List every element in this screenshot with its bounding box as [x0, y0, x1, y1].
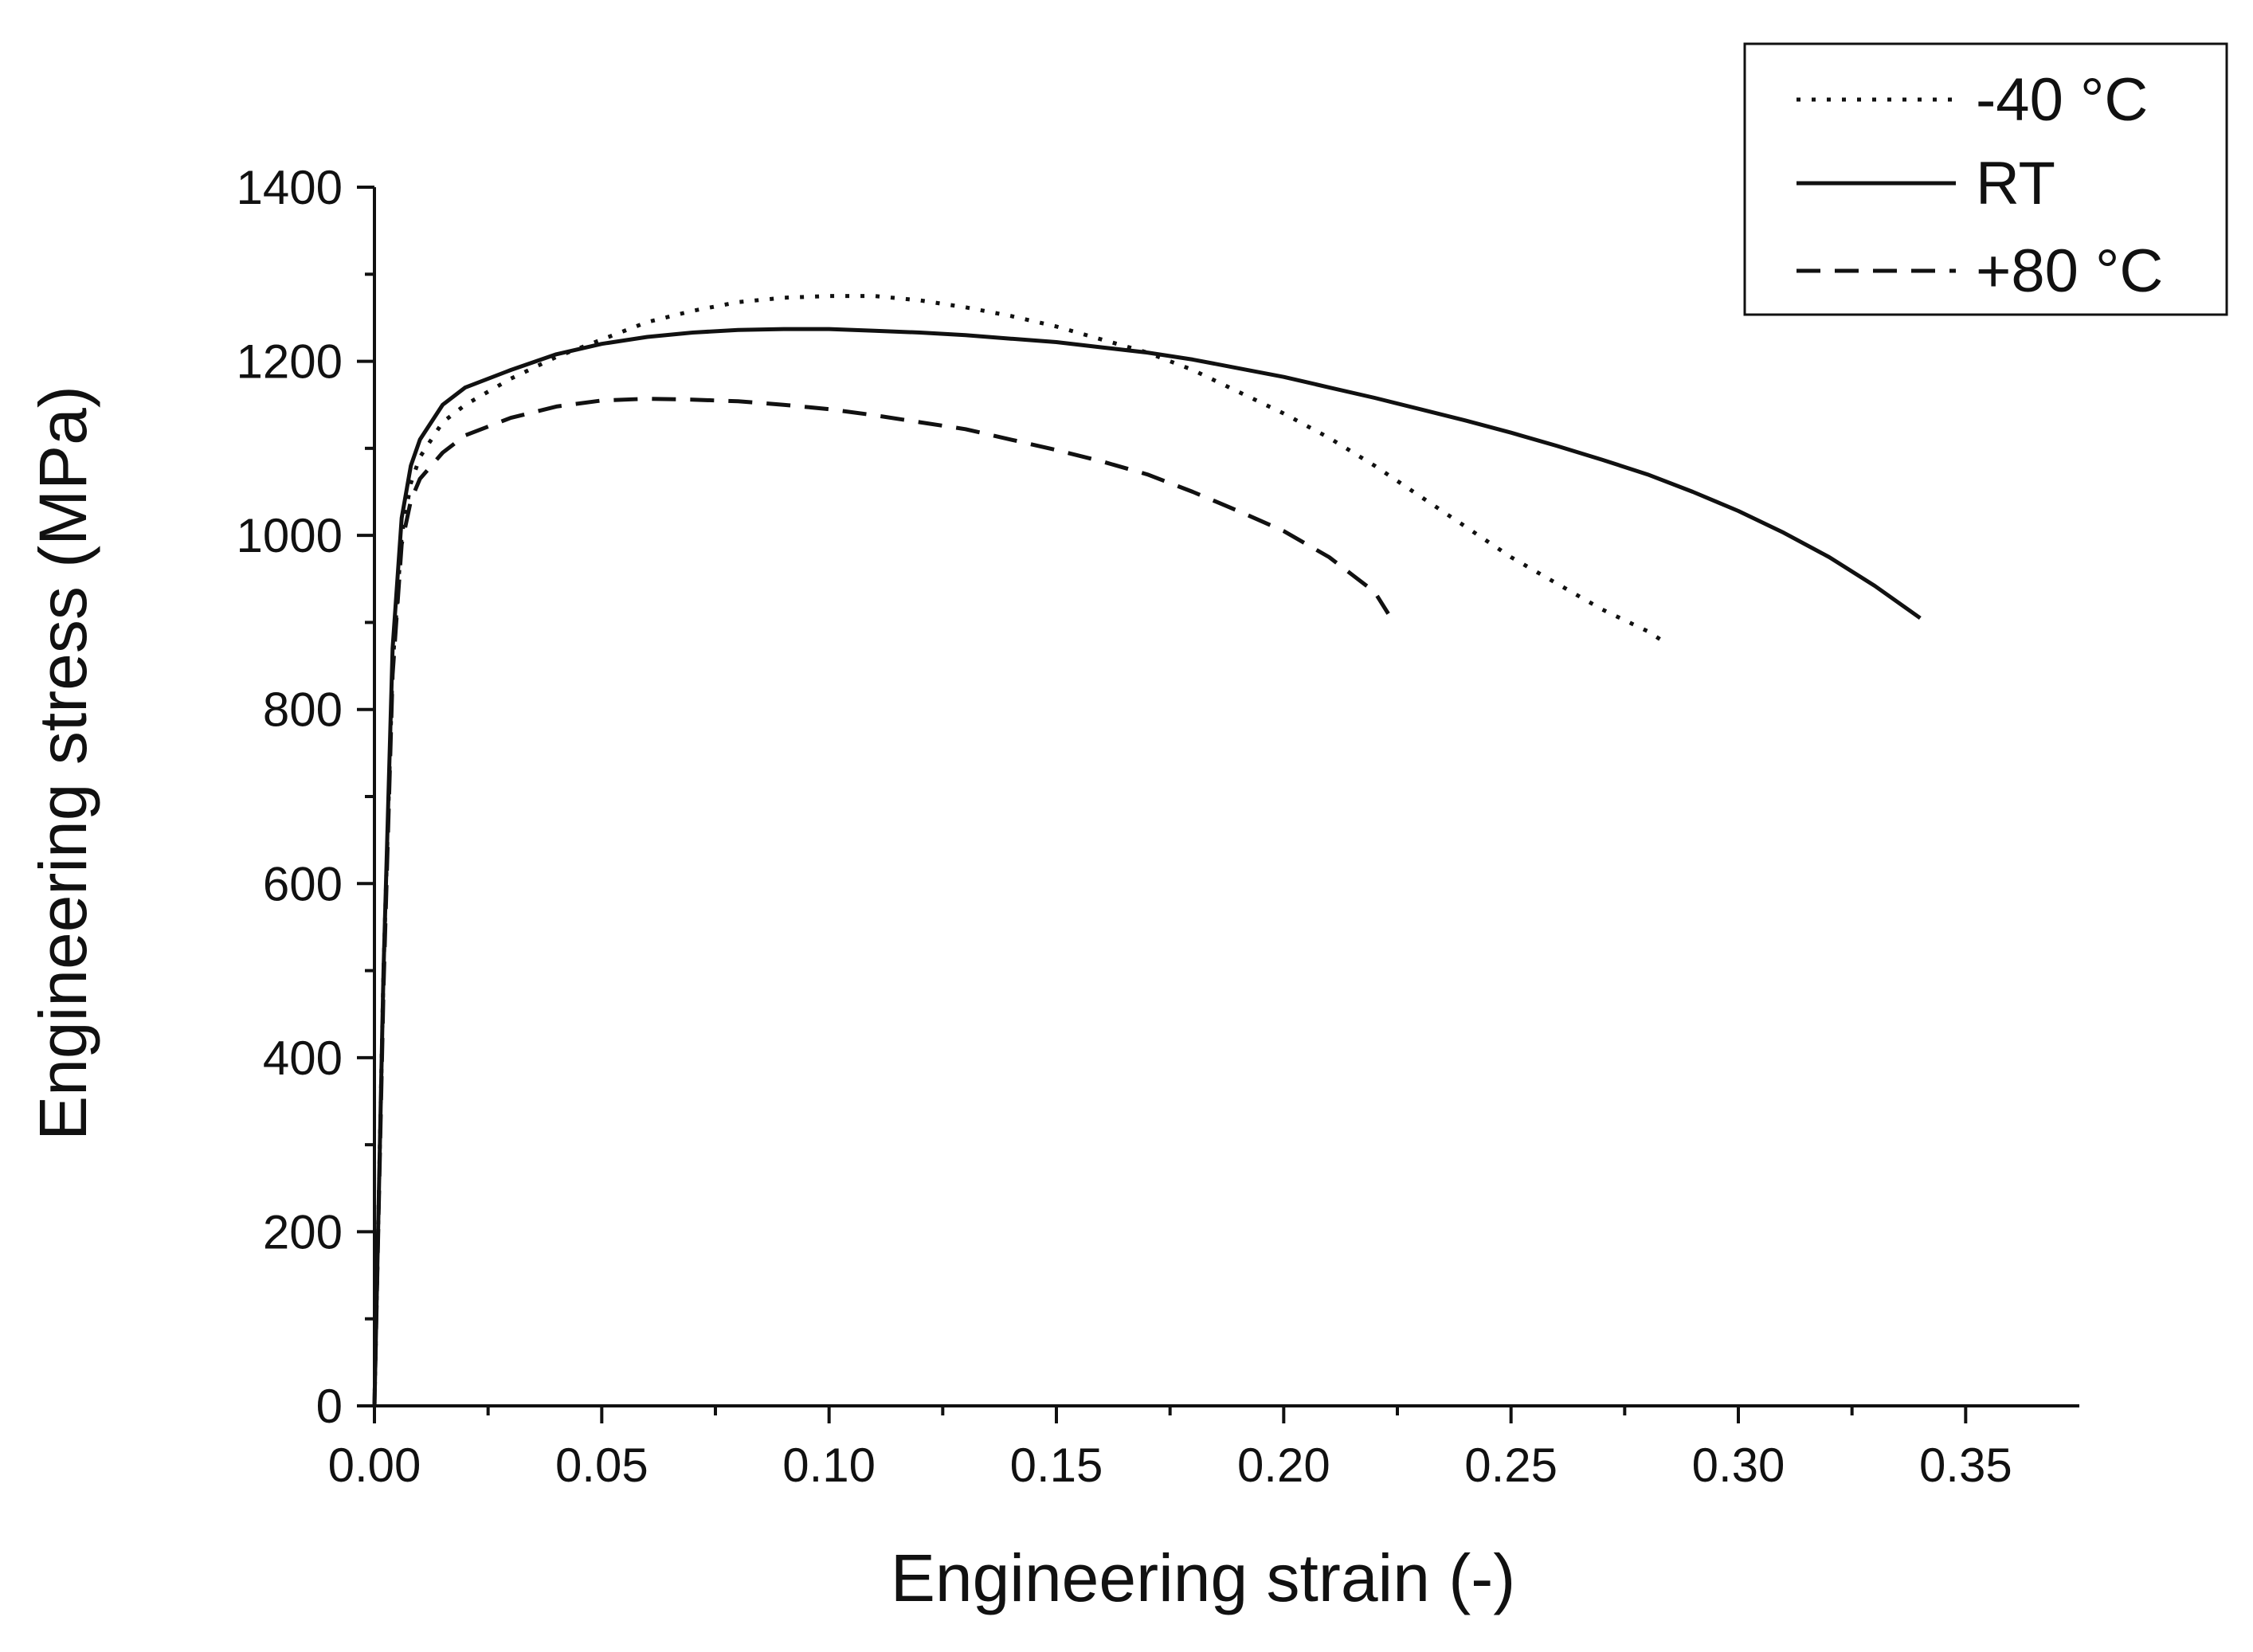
y-axis-title: Engineering stress (MPa) — [25, 386, 100, 1141]
y-tick-label: 0 — [316, 1380, 343, 1433]
x-tick-label: 0.30 — [1692, 1439, 1785, 1492]
x-tick-label: 0.20 — [1237, 1439, 1330, 1492]
x-tick-label: 0.00 — [328, 1439, 421, 1492]
x-tick-label: 0.35 — [1919, 1439, 2012, 1492]
y-tick-label: 200 — [263, 1205, 343, 1259]
x-axis-title: Engineering strain (-) — [891, 1540, 1515, 1615]
axes-group: 0.00 0.05 0.10 0.15 0.20 0.25 0.30 0.35 0 200 400 6… — [237, 161, 2079, 1492]
x-tick-label: 0.15 — [1010, 1439, 1103, 1492]
y-tick-label: 1400 — [237, 161, 343, 214]
x-tick-label: 0.05 — [555, 1439, 648, 1492]
legend-label-minus-40c: -40 °C — [1976, 66, 2148, 134]
series-line-rt — [372, 327, 1922, 1407]
legend: -40 °C RT +80 °C — [1743, 42, 2228, 316]
y-tick-label: 600 — [263, 857, 343, 910]
x-tick-label: 0.25 — [1464, 1439, 1558, 1492]
series-group — [372, 294, 1922, 1407]
y-tick-label: 400 — [263, 1032, 343, 1085]
series-line-80-c — [372, 397, 1390, 1407]
legend-label-plus-80c: +80 °C — [1976, 237, 2163, 305]
series-line-40-c — [372, 294, 1663, 1407]
y-tick-label: 1000 — [237, 509, 343, 562]
legend-box — [1743, 42, 2228, 316]
legend-label-rt: RT — [1976, 150, 2055, 217]
y-tick-label: 1200 — [237, 335, 343, 389]
x-tick-label: 0.10 — [782, 1439, 876, 1492]
y-tick-label: 800 — [263, 683, 343, 737]
